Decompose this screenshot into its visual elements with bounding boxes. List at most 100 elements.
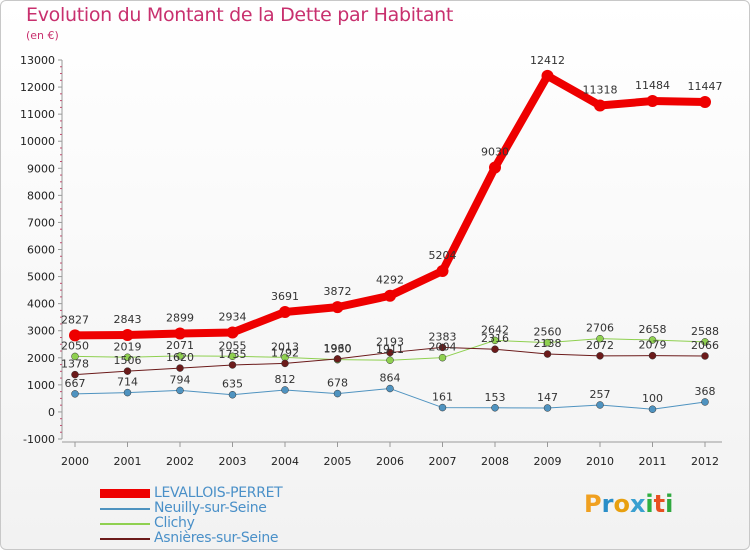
- data-point: [123, 367, 132, 375]
- y-tick-label: 13000: [20, 54, 55, 67]
- data-point: [543, 350, 552, 358]
- legend-swatch: [100, 538, 150, 540]
- y-tick-label: 6000: [27, 244, 55, 257]
- data-label: 2843: [114, 313, 142, 326]
- data-label: 3691: [271, 290, 299, 303]
- data-point: [648, 351, 657, 360]
- x-tick-label: 2011: [639, 455, 667, 468]
- x-tick-label: 2009: [534, 455, 562, 468]
- chart-title: Evolution du Montant de la Dette par Hab…: [26, 4, 454, 26]
- x-tick-label: 2003: [219, 455, 247, 468]
- data-point: [491, 345, 499, 353]
- y-tick-label: 8000: [27, 189, 55, 202]
- data-label: 2193: [376, 336, 404, 349]
- data-label: 257: [590, 388, 611, 401]
- x-tick-label: 2004: [271, 455, 299, 468]
- data-label: 2383: [429, 330, 457, 343]
- data-point: [226, 326, 239, 339]
- data-label: 2055: [219, 339, 247, 352]
- data-label: 678: [327, 377, 348, 390]
- data-label: 11484: [635, 79, 670, 92]
- x-tick-label: 2001: [114, 455, 142, 468]
- data-point: [176, 364, 184, 372]
- data-label: 9030: [481, 145, 509, 158]
- y-tick-label: 4000: [27, 298, 55, 311]
- logo-letter: i: [665, 490, 674, 518]
- data-label: 100: [642, 392, 663, 405]
- data-point: [123, 388, 132, 397]
- x-tick-label: 2007: [429, 455, 457, 468]
- data-label: 5204: [429, 249, 457, 262]
- logo-letter: x: [629, 490, 646, 518]
- data-point: [543, 338, 552, 347]
- data-point: [701, 398, 709, 406]
- chart-subtitle: (en €): [26, 29, 59, 42]
- data-label: 3872: [324, 285, 352, 298]
- legend-swatch: [100, 523, 150, 525]
- y-tick-label: 3000: [27, 325, 55, 338]
- x-tick-label: 2006: [376, 455, 404, 468]
- data-point: [71, 390, 79, 398]
- data-label: 1506: [114, 354, 142, 367]
- data-point: [489, 161, 501, 174]
- data-label: 2899: [166, 311, 194, 324]
- data-point: [69, 329, 81, 342]
- data-label: 1620: [166, 351, 194, 364]
- y-tick-label: 12000: [20, 81, 55, 94]
- x-tick-label: 2008: [481, 455, 509, 468]
- data-label: 2934: [219, 311, 247, 324]
- data-point: [71, 370, 79, 379]
- x-tick-label: 2010: [586, 455, 614, 468]
- data-labels: 2827 2843 2899 2934 3691 3872 4292 5204 9030 1241…: [61, 54, 723, 405]
- data-point: [491, 336, 499, 345]
- axes: -1000 0 1000 2000 3000 4000 5000 6000 7000 8000 90…: [20, 54, 722, 468]
- data-label: 2706: [586, 322, 614, 335]
- y-tick-label: 10000: [20, 135, 55, 148]
- data-label: 2138: [534, 337, 562, 350]
- data-label: 2827: [61, 313, 89, 326]
- data-point: [594, 99, 606, 112]
- data-point: [438, 353, 447, 362]
- data-label: 2050: [61, 339, 89, 352]
- data-label: 2066: [691, 339, 719, 352]
- data-point: [71, 352, 79, 361]
- series-layer: [69, 69, 711, 413]
- logo-letter: i: [645, 490, 654, 518]
- data-label: 812: [275, 373, 296, 386]
- y-tick-label: 9000: [27, 162, 55, 175]
- data-label: 1735: [219, 348, 247, 361]
- data-point: [543, 404, 552, 412]
- data-label: 161: [432, 391, 453, 404]
- data-point: [386, 356, 394, 364]
- data-point: [699, 96, 711, 109]
- data-label: 1960: [324, 342, 352, 355]
- x-tick-label: 2000: [61, 455, 89, 468]
- data-point: [596, 352, 604, 360]
- data-label: 11447: [688, 80, 723, 93]
- legend-label: LEVALLOIS-PERRET: [154, 485, 283, 501]
- data-point: [176, 352, 184, 360]
- data-label: 2316: [481, 332, 509, 345]
- data-label: 1911: [376, 343, 404, 356]
- data-point: [648, 405, 657, 413]
- data-point: [438, 343, 447, 352]
- y-tick-label: 5000: [27, 271, 55, 284]
- data-label: 2588: [691, 325, 719, 338]
- data-label: 2072: [586, 339, 614, 352]
- data-point: [386, 348, 394, 357]
- logo-letter: t: [653, 490, 666, 518]
- data-label: 1930: [324, 343, 352, 356]
- data-label: 368: [695, 385, 716, 398]
- y-tick-label: 2000: [27, 352, 55, 365]
- data-label: 1792: [271, 346, 299, 359]
- legend-label: Clichy: [154, 515, 195, 531]
- logo-letter: r: [601, 490, 614, 518]
- data-point: [281, 359, 289, 368]
- data-label: 12412: [530, 54, 565, 67]
- data-point: [596, 401, 604, 409]
- data-label: 2013: [271, 340, 299, 353]
- data-point: [384, 289, 396, 302]
- data-point: [228, 390, 237, 399]
